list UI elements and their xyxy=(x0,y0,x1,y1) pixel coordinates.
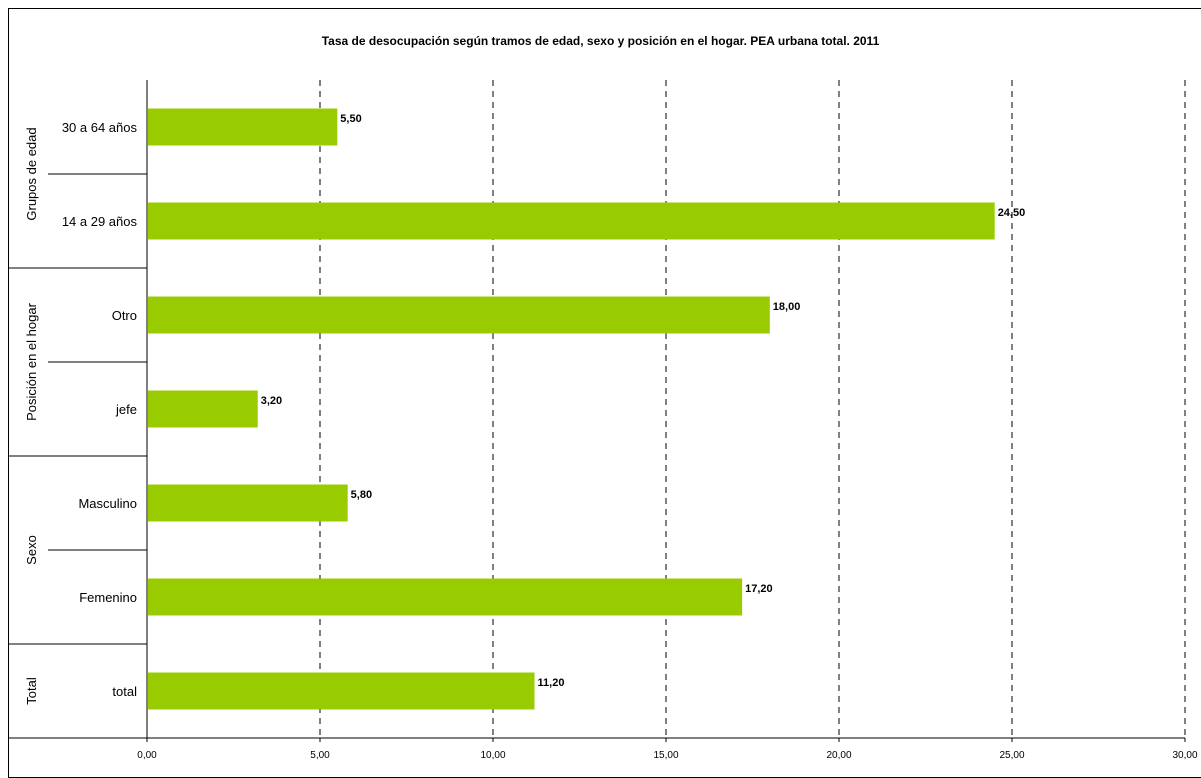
chart-title: Tasa de desocupación según tramos de eda… xyxy=(321,34,880,48)
bar xyxy=(148,672,535,710)
bar xyxy=(148,484,348,522)
bar-value-label: 5,80 xyxy=(351,489,372,501)
x-tick-label: 0,00 xyxy=(137,750,157,761)
bar xyxy=(148,202,995,240)
group-label: Sexo xyxy=(24,535,39,565)
category-label: 30 a 64 años xyxy=(62,120,138,135)
category-label: Otro xyxy=(112,308,137,323)
x-tick-label: 10,00 xyxy=(480,750,505,761)
x-tick-label: 5,00 xyxy=(310,750,330,761)
x-tick-label: 15,00 xyxy=(653,750,678,761)
x-tick-label: 25,00 xyxy=(999,750,1024,761)
group-label: Grupos de edad xyxy=(24,127,39,220)
x-tick-label: 20,00 xyxy=(826,750,851,761)
category-label: Femenino xyxy=(79,590,137,605)
bar-value-label: 17,20 xyxy=(745,583,773,595)
category-label: total xyxy=(112,684,137,699)
bar xyxy=(148,296,770,334)
bar-value-label: 11,20 xyxy=(538,677,565,689)
category-label: jefe xyxy=(115,402,137,417)
x-tick-label: 30,00 xyxy=(1172,750,1197,761)
bar xyxy=(148,578,743,616)
category-label: Masculino xyxy=(78,496,137,511)
bar-value-label: 18,00 xyxy=(773,301,801,313)
bar-value-label: 3,20 xyxy=(261,395,282,407)
category-label: 14 a 29 años xyxy=(62,214,138,229)
group-label: Total xyxy=(24,677,39,705)
bar xyxy=(148,390,258,428)
group-label: Posición en el hogar xyxy=(24,302,39,420)
bar-value-label: 5,50 xyxy=(340,113,361,125)
bar xyxy=(148,108,338,146)
bar-value-label: 24,50 xyxy=(998,207,1026,219)
